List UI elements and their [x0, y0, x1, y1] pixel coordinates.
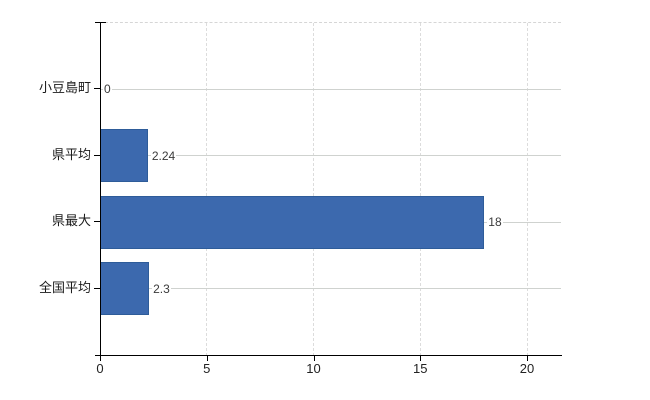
category-label: 全国平均 — [38, 279, 91, 295]
gridline-horizontal — [100, 155, 561, 157]
bar — [100, 262, 150, 316]
gridline-horizontal — [100, 88, 561, 90]
x-axis-tick — [100, 355, 101, 361]
x-axis-tick — [313, 355, 315, 361]
bar — [100, 129, 148, 183]
gridline-vertical — [526, 23, 528, 356]
y-axis-tick — [94, 154, 100, 156]
x-axis-line — [95, 355, 562, 356]
x-tick-label: 15 — [413, 361, 428, 376]
bar-value-label: 18 — [487, 214, 503, 231]
category-label: 小豆島町 — [38, 80, 91, 96]
x-axis-tick — [527, 355, 528, 361]
plot-area: 0 2.24 18 2.3 — [100, 22, 561, 356]
y-axis-tick — [94, 287, 100, 289]
gridline-vertical — [313, 23, 314, 356]
gridline-horizontal — [100, 288, 561, 290]
x-tick-label: 20 — [519, 361, 535, 376]
bar — [100, 195, 485, 249]
x-tick-label: 10 — [306, 361, 321, 376]
bar-value-label: 2.24 — [150, 147, 177, 164]
x-tick-label: 0 — [96, 361, 104, 376]
y-axis-line — [100, 22, 101, 355]
category-label: 県平均 — [51, 146, 91, 162]
gridline-vertical — [206, 23, 208, 356]
y-axis-tick — [94, 221, 100, 223]
category-label: 県最大 — [51, 213, 91, 229]
x-tick-label: 5 — [203, 361, 211, 376]
y-axis-top-cap — [95, 22, 106, 23]
gridline-vertical — [419, 23, 421, 356]
bar-value-label: 0 — [103, 81, 112, 98]
bar-value-label: 2.3 — [152, 280, 171, 297]
x-axis-tick — [420, 355, 422, 361]
y-axis-tick — [94, 88, 100, 90]
x-axis-tick — [206, 355, 208, 361]
